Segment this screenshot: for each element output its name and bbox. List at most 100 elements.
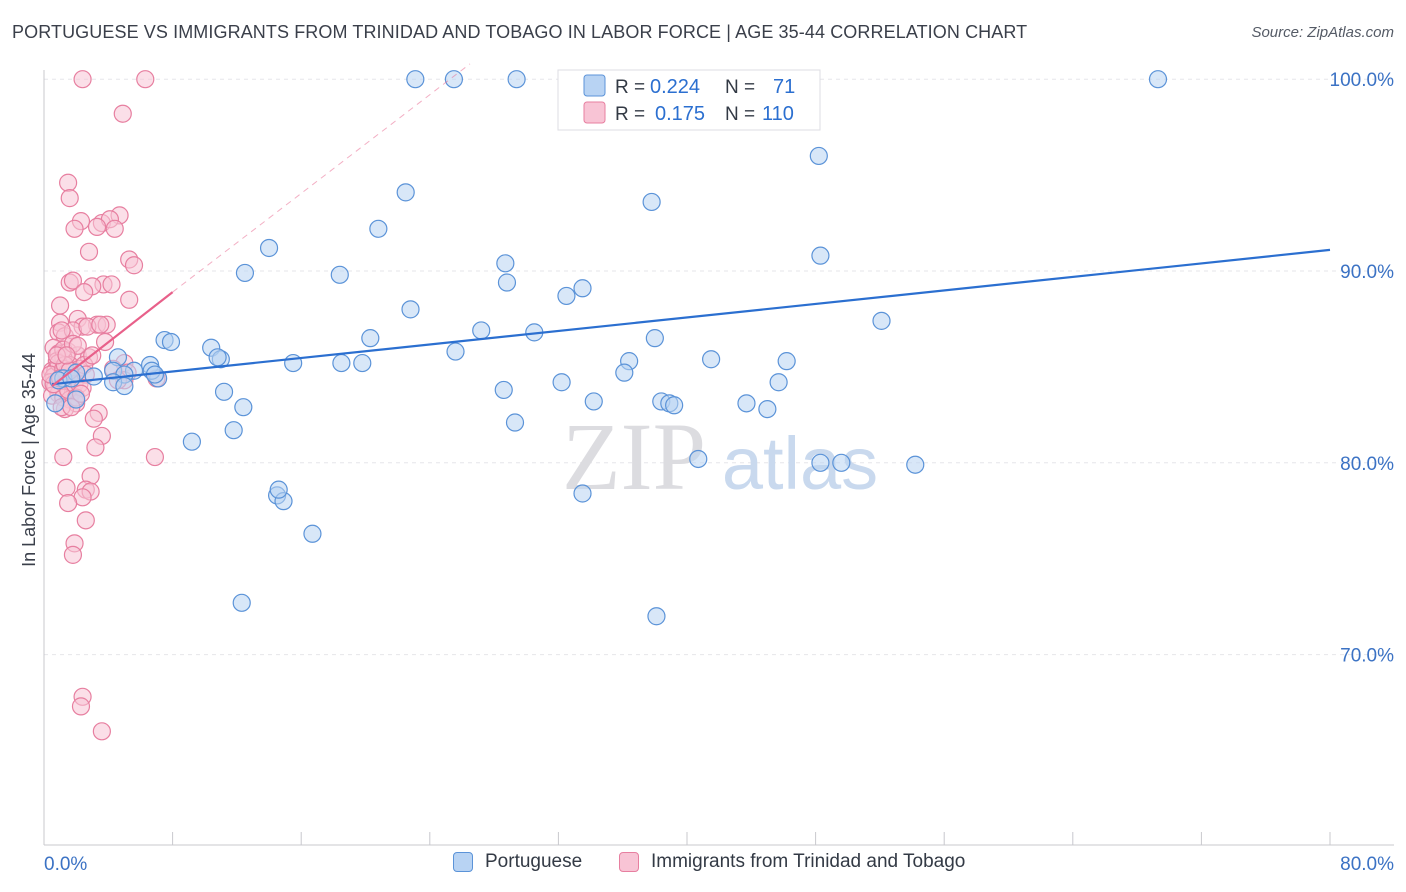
gridlines [44,78,1394,656]
portuguese-point [494,380,513,400]
legend-label-portuguese: Portuguese [485,851,583,872]
portuguese-point [401,300,420,319]
legend-r-label: R = [615,104,645,125]
portuguese-point [84,367,103,386]
legend-r-value: 0.175 [655,103,705,125]
portuguese-point [444,70,464,89]
portuguese-point [269,480,288,499]
portuguese-point [332,353,351,373]
portuguese-point [224,421,243,440]
trinidad-point [86,438,105,457]
trinidad-point [75,282,94,302]
portuguese-point [832,453,851,472]
portuguese-point [406,70,425,89]
portuguese-point [369,219,388,238]
legend-swatch-portuguese [453,852,473,872]
portuguese-point [214,382,234,401]
y-tick-label: 70.0% [1340,646,1394,667]
portuguese-point [235,263,255,283]
portuguese-point [330,265,349,284]
portuguese-point [161,332,181,352]
trinidad-point [84,409,103,428]
portuguese-point [647,607,666,626]
trinidad-point [120,290,139,309]
portuguese-point [811,453,830,472]
legend-r-label: R = [615,77,645,98]
trinidad-point [60,189,79,208]
portuguese-point [665,396,684,415]
legend-n-label: N = [725,104,755,125]
trinidad-point [73,70,92,89]
portuguese-point [645,329,664,348]
portuguese-point [689,449,708,469]
trinidad-point [136,70,155,89]
trinidad-point [71,697,91,716]
trinidad-point [102,275,121,294]
trinidad-point [52,321,71,340]
portuguese-point [232,593,251,612]
legend-n-value: 110 [762,103,794,125]
trinidad-point [59,173,78,192]
portuguese-point [872,311,891,330]
zipatlas-watermark: ZIP atlas [562,403,878,510]
portuguese-point [642,192,661,212]
chart-title: PORTUGUESE VS IMMIGRANTS FROM TRINIDAD A… [12,22,1028,42]
trinidad-point [145,447,165,467]
portuguese-point [208,348,227,367]
portuguese-point [507,70,526,89]
legend-swatch-trinidad [619,852,639,872]
trinidad-point [59,493,78,513]
stats-legend: R = 0.224 N = 71 R = 0.175 N = 110 [557,69,821,131]
portuguese-point [182,432,201,451]
portuguese-point [906,455,925,474]
trinidad-point [124,256,144,275]
y-tick-label: 100.0% [1330,70,1395,91]
tick-labels: 100.0% 90.0% 80.0% 70.0% 0.0% 80.0% [44,70,1394,875]
trinidad-point [95,332,115,352]
y-axis-label: In Labor Force | Age 35-44 [19,353,39,567]
portuguese-trend-line [51,248,1331,386]
trinidad-point [87,217,107,236]
legend-item-portuguese[interactable]: Portuguese [453,851,582,873]
legend-n-label: N = [725,77,755,98]
trinidad-point [76,511,95,530]
portuguese-point [472,321,491,340]
portuguese-point [809,146,828,166]
trinidad-point [63,271,83,290]
trinidad-point [50,296,70,315]
x-tick-label: 0.0% [44,854,87,875]
trinidad-point [92,722,111,741]
portuguese-point [584,392,603,411]
trinidad-point [57,478,76,497]
portuguese-point [811,246,830,265]
portuguese-point [497,273,517,292]
trinidad-point [63,545,83,564]
portuguese-point [615,363,634,382]
portuguese-point [303,524,322,543]
y-tick-label: 80.0% [1340,454,1394,475]
portuguese-point [361,329,380,348]
trinidad-point [113,104,132,123]
portuguese-point [67,390,86,409]
portuguese-point [46,394,65,413]
portuguese-point [758,399,777,419]
portuguese-point [769,373,788,392]
portuguese-point [573,279,592,298]
portuguese-point [573,484,592,503]
portuguese-point [552,373,571,392]
trinidad-trend-line [172,63,471,293]
legend-label-trinidad: Immigrants from Trinidad and Tobago [651,851,966,872]
portuguese-point [396,183,415,202]
portuguese-point [353,353,372,373]
portuguese-point [702,350,721,369]
axes [43,70,1394,846]
portuguese-point [777,352,796,371]
legend-n-value: 71 [773,76,795,98]
legend-swatch-portuguese [583,74,606,97]
portuguese-point [557,286,576,306]
legend-r-value: 0.224 [650,76,700,98]
trinidad-point [91,315,110,334]
source-credit: Source: ZipAtlas.com [1251,24,1394,41]
legend-item-trinidad[interactable]: Immigrants from Trinidad and Tobago [619,851,965,873]
